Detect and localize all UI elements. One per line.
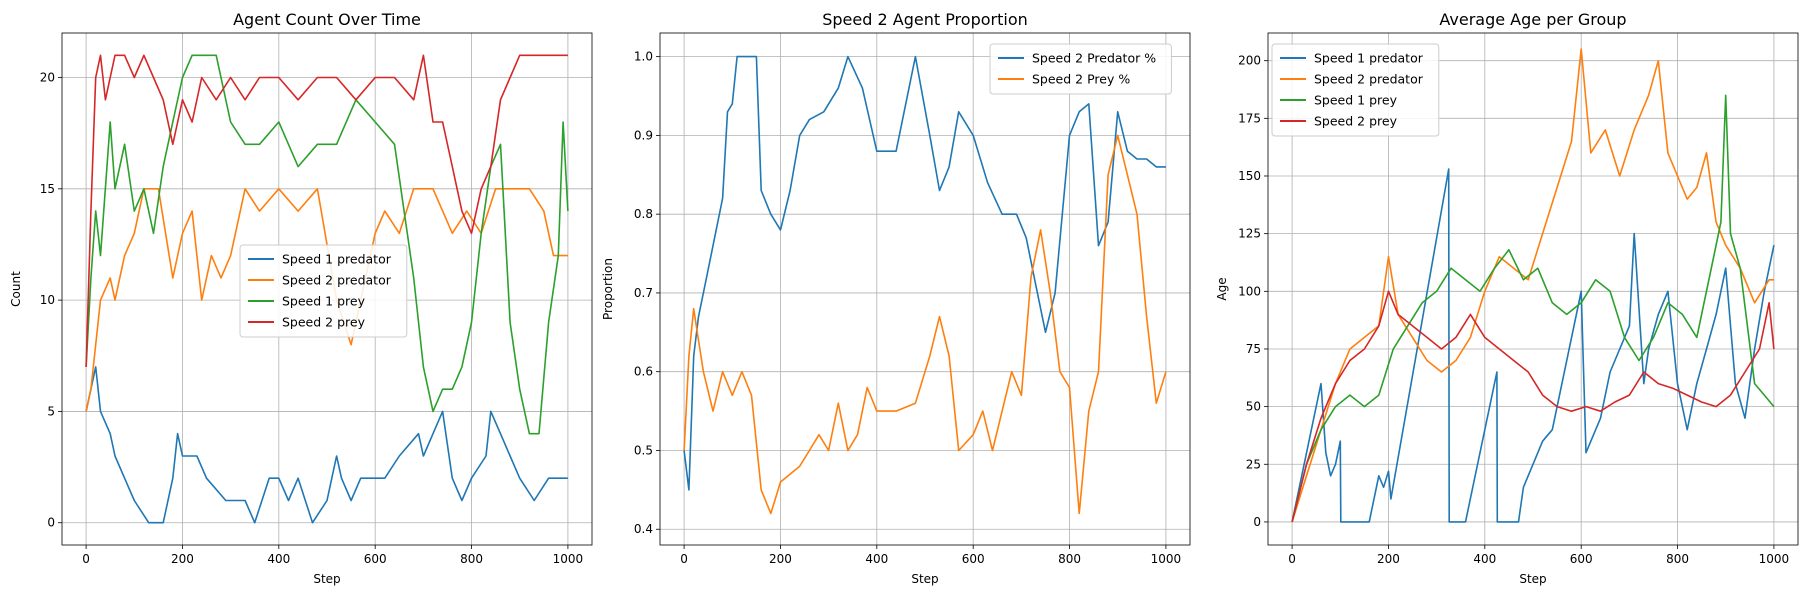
legend-label: Speed 2 predator bbox=[1314, 72, 1424, 87]
y-tick-label: 175 bbox=[1238, 111, 1261, 125]
legend-label: Speed 2 prey bbox=[282, 315, 366, 330]
x-tick-label: 200 bbox=[769, 552, 792, 566]
series-line-2 bbox=[683, 134, 1167, 515]
legend-label: Speed 2 prey bbox=[1314, 114, 1398, 129]
y-tick-label: 0.6 bbox=[634, 365, 653, 379]
x-tick-label: 1000 bbox=[1759, 552, 1790, 566]
x-tick-label: 800 bbox=[460, 552, 483, 566]
chart-panel-1: 0 200 400 600 800 1000 0 5 10 15 20 Agent Count Ove… bbox=[9, 10, 593, 586]
chart-title: Speed 2 Agent Proportion bbox=[822, 10, 1028, 29]
y-tick-label: 1.0 bbox=[634, 50, 653, 64]
legend-label: Speed 2 Prey % bbox=[1032, 72, 1130, 87]
y-tick-label: 0.8 bbox=[634, 207, 653, 221]
x-axis-label: Step bbox=[313, 572, 340, 586]
y-tick-label: 15 bbox=[40, 182, 55, 196]
y-tick-label: 0 bbox=[1253, 515, 1261, 529]
y-tick-label: 25 bbox=[1246, 457, 1261, 471]
series-line-4 bbox=[85, 54, 568, 367]
x-tick-label: 400 bbox=[865, 552, 888, 566]
x-tick-label: 400 bbox=[1473, 552, 1496, 566]
series-line-3 bbox=[85, 54, 569, 435]
legend-label: Speed 2 Predator % bbox=[1032, 51, 1156, 66]
x-tick-label: 200 bbox=[171, 552, 194, 566]
y-tick-label: 200 bbox=[1238, 54, 1261, 68]
y-tick-label: 20 bbox=[40, 71, 55, 85]
legend-box bbox=[1271, 43, 1440, 137]
y-tick-label: 10 bbox=[40, 293, 55, 307]
x-axis-label: Step bbox=[1519, 572, 1546, 586]
chart-panel-3: 0 200 400 600 800 1000 0 25 50 75 100 125 150 175 200 A… bbox=[1215, 10, 1799, 586]
series-line-2 bbox=[85, 188, 568, 412]
y-tick-label: 50 bbox=[1246, 400, 1261, 414]
legend-label: Speed 1 predator bbox=[1314, 51, 1424, 66]
y-tick-label: 125 bbox=[1238, 227, 1261, 241]
chart-panel-2: 0 200 400 600 800 1000 0.4 0.5 0.6 0.7 0.8 0.9 1.0 Sp… bbox=[601, 10, 1191, 586]
legend: Speed 1 predator Speed 2 predator Speed 1 … bbox=[1271, 43, 1440, 137]
y-axis-label: Proportion bbox=[601, 258, 615, 320]
y-axis-label: Age bbox=[1215, 277, 1229, 300]
legend-label: Speed 1 predator bbox=[282, 252, 392, 267]
legend-label: Speed 1 prey bbox=[282, 294, 366, 309]
legend-box bbox=[989, 43, 1172, 95]
x-tick-label: 400 bbox=[267, 552, 290, 566]
y-tick-label: 0.7 bbox=[634, 286, 653, 300]
y-tick-label: 5 bbox=[47, 404, 55, 418]
y-tick-label: 0.9 bbox=[634, 128, 653, 142]
legend-box bbox=[239, 244, 408, 338]
x-tick-label: 200 bbox=[1377, 552, 1400, 566]
legend: Speed 1 predator Speed 2 predator Speed 1 … bbox=[239, 244, 408, 338]
x-tick-label: 600 bbox=[364, 552, 387, 566]
x-tick-label: 1000 bbox=[553, 552, 584, 566]
x-tick-label: 0 bbox=[82, 552, 90, 566]
legend-label: Speed 2 predator bbox=[282, 273, 392, 288]
series-line-1 bbox=[85, 366, 568, 524]
axes-frame bbox=[659, 32, 1191, 546]
chart-title: Agent Count Over Time bbox=[233, 10, 421, 29]
series-line-2 bbox=[1291, 48, 1774, 523]
series-line-1 bbox=[683, 55, 1166, 491]
series-line-4 bbox=[1291, 290, 1775, 523]
x-tick-label: 1000 bbox=[1151, 552, 1182, 566]
x-tick-label: 0 bbox=[680, 552, 688, 566]
x-tick-label: 800 bbox=[1058, 552, 1081, 566]
legend-label: Speed 1 prey bbox=[1314, 93, 1398, 108]
x-tick-label: 600 bbox=[1570, 552, 1593, 566]
x-axis-label: Step bbox=[911, 572, 938, 586]
y-tick-label: 0.4 bbox=[634, 522, 653, 536]
legend: Speed 2 Predator % Speed 2 Prey % bbox=[989, 43, 1172, 95]
axes-frame bbox=[1267, 32, 1799, 546]
chart-title: Average Age per Group bbox=[1439, 10, 1626, 29]
x-tick-label: 600 bbox=[962, 552, 985, 566]
y-axis-label: Count bbox=[9, 271, 23, 307]
x-tick-label: 800 bbox=[1666, 552, 1689, 566]
y-tick-label: 100 bbox=[1238, 284, 1261, 298]
axes-frame bbox=[61, 32, 593, 546]
y-tick-label: 75 bbox=[1246, 342, 1261, 356]
series-line-1 bbox=[1291, 168, 1775, 523]
y-tick-label: 0.5 bbox=[634, 443, 653, 457]
series-line-3 bbox=[1291, 94, 1775, 523]
y-tick-label: 150 bbox=[1238, 169, 1261, 183]
y-tick-label: 0 bbox=[47, 516, 55, 530]
x-tick-label: 0 bbox=[1288, 552, 1296, 566]
